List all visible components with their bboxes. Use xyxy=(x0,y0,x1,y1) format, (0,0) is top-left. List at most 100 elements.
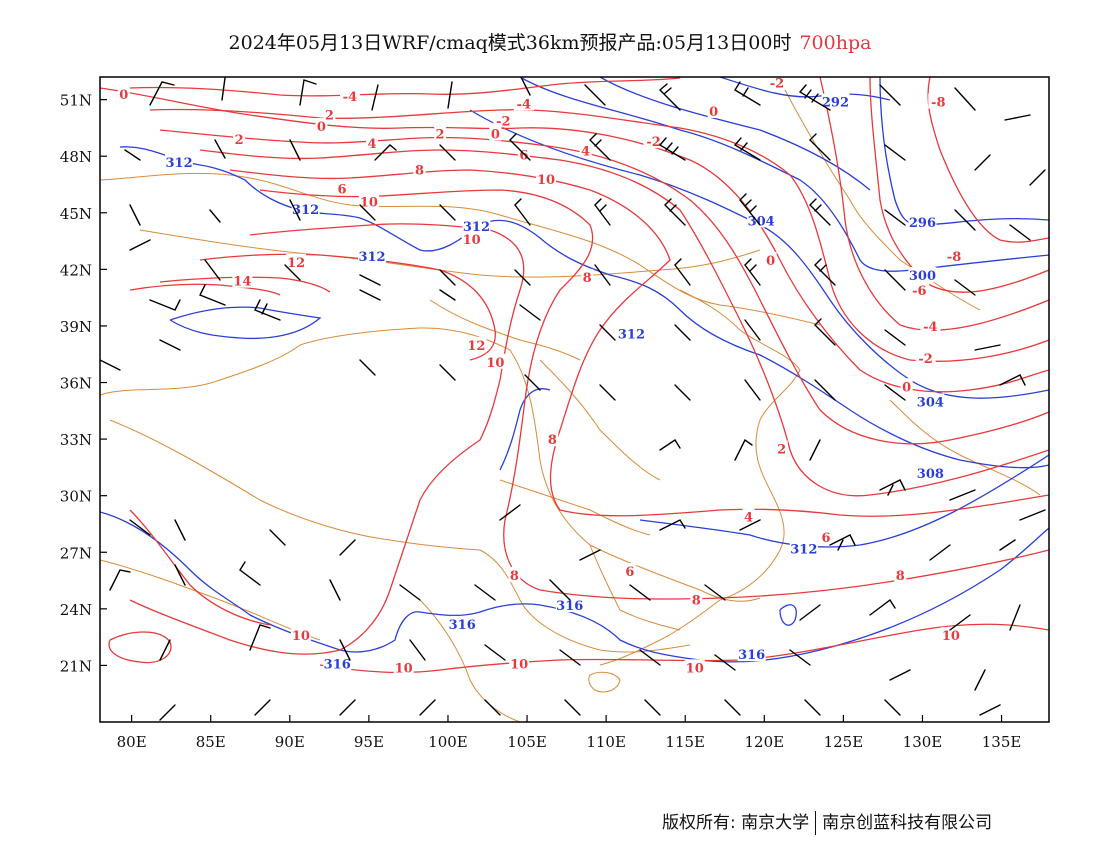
temperature-contour-label: 10 xyxy=(942,629,960,644)
wind-barb xyxy=(284,264,301,281)
wind-barb xyxy=(724,699,741,716)
height-contour-label-bg xyxy=(916,393,945,409)
temperature-contour-label-bg xyxy=(358,193,379,209)
wind-barb xyxy=(704,584,726,601)
temperature-contour-label: -4 xyxy=(343,90,357,105)
height-contour-label: 304 xyxy=(917,395,944,410)
wind-barb xyxy=(1029,169,1046,186)
temperature-contour-label: -8 xyxy=(931,96,945,111)
wind-barb xyxy=(658,83,681,111)
geography-borders xyxy=(100,79,1041,722)
wind-barb xyxy=(949,489,976,501)
wind-barb xyxy=(524,374,541,391)
temperature-contour-label-bg xyxy=(513,95,534,111)
temp-contour-12-loop xyxy=(129,283,281,296)
wind-barb xyxy=(299,79,317,106)
wind-barb xyxy=(884,269,906,291)
wind-barb xyxy=(559,649,581,666)
wind-barb xyxy=(329,579,341,601)
temperature-contour-label-bg xyxy=(707,102,720,118)
wind-barb xyxy=(129,239,151,251)
temperature-contour-label: -4 xyxy=(923,320,937,335)
temperature-contour-label-bg xyxy=(335,180,348,196)
height-contour-label-bg xyxy=(737,646,766,662)
temperature-contour-label-bg xyxy=(546,431,559,447)
wind-barb xyxy=(519,304,541,321)
temperature-contour-label-bg xyxy=(581,268,594,284)
wind-barb xyxy=(514,269,531,286)
wind-barb xyxy=(439,144,456,161)
wind-barb xyxy=(814,379,836,401)
temperature-contour-label-bg xyxy=(643,133,664,149)
wind-barb xyxy=(359,289,381,301)
temperature-contour-label-bg xyxy=(742,508,755,524)
lon-label: 95E xyxy=(354,733,384,751)
wind-barb xyxy=(199,284,226,306)
temperature-contour-label: 8 xyxy=(548,433,557,448)
height-contour-312-west xyxy=(119,146,1049,469)
wind-barb xyxy=(269,529,286,546)
wind-barb xyxy=(359,204,376,221)
height-contour-label-bg xyxy=(617,325,646,341)
map-background xyxy=(100,77,1049,722)
korea-japan-border xyxy=(889,399,1041,496)
temperature-contour-label-bg xyxy=(894,566,907,582)
title-main: 2024年05月13日WRF/cmaq模式36km预报产品:05月13日00时 xyxy=(228,32,792,54)
indochina-border xyxy=(419,599,521,722)
lat-label: 48N xyxy=(60,148,92,166)
wind-barb xyxy=(439,364,456,381)
wind-barb xyxy=(954,209,976,231)
wind-barb xyxy=(744,379,761,401)
lat-label: 24N xyxy=(60,601,92,619)
temperature-contour-label: 14 xyxy=(233,275,251,290)
northern-border xyxy=(100,172,821,326)
wind-barb xyxy=(149,299,181,311)
temperature-contour-label: 10 xyxy=(360,195,378,210)
temp-contour-10 xyxy=(129,223,1049,674)
northeast-border xyxy=(779,79,981,311)
wind-barb xyxy=(174,564,186,586)
temperature-contour-label: 8 xyxy=(692,593,701,608)
height-contour-label: 316 xyxy=(449,618,476,633)
height-contour-312-south xyxy=(639,454,1049,548)
wind-barb xyxy=(884,699,901,716)
country-border-west xyxy=(100,327,761,602)
temperature-contour-label: 10 xyxy=(486,356,504,371)
temperature-contour-label-bg xyxy=(323,106,336,122)
height-contour-312-ring xyxy=(169,306,322,340)
height-contour-label-bg xyxy=(291,201,320,217)
wind-barbs xyxy=(100,77,1046,721)
temperature-contour-label: 10 xyxy=(686,661,704,676)
wind-barb xyxy=(954,279,976,296)
height-contour-label: 312 xyxy=(358,250,385,265)
wind-barb xyxy=(579,549,601,561)
temperature-contour-label-bg xyxy=(623,563,636,579)
wind-barb xyxy=(564,699,581,716)
temperature-contour-label: 12 xyxy=(467,339,485,354)
height-contour-label-bg xyxy=(908,267,937,283)
temperature-contour-label: 8 xyxy=(583,271,592,286)
temperature-contour-label: -2 xyxy=(918,352,932,367)
temperature-contour-label: 10 xyxy=(537,173,555,188)
temperature-contour-label: 2 xyxy=(325,109,334,124)
temperature-contour-label-bg xyxy=(764,251,777,267)
temperature-contour-label: -2 xyxy=(646,135,660,150)
temperature-contour-label: 0 xyxy=(317,120,326,135)
height-contour-label-bg xyxy=(462,217,491,233)
wind-barb xyxy=(714,654,736,671)
hainan-island xyxy=(588,671,621,693)
temperature-contour-label-bg xyxy=(509,655,530,671)
wind-barb xyxy=(514,198,531,226)
temperature-contour-label-bg xyxy=(915,350,936,366)
height-contour-label-bg xyxy=(908,214,937,230)
wind-barb xyxy=(129,204,141,226)
temp-contour-14 xyxy=(159,276,331,293)
temperature-contour-label-bg xyxy=(536,170,557,186)
wind-barb xyxy=(439,289,456,301)
wind-barb xyxy=(809,133,831,161)
height-contour-label: 300 xyxy=(909,269,936,284)
wind-barb xyxy=(799,604,821,621)
temperature-contour-label: 8 xyxy=(510,569,519,584)
wind-barb xyxy=(254,699,271,716)
lon-label: 110E xyxy=(586,733,626,751)
